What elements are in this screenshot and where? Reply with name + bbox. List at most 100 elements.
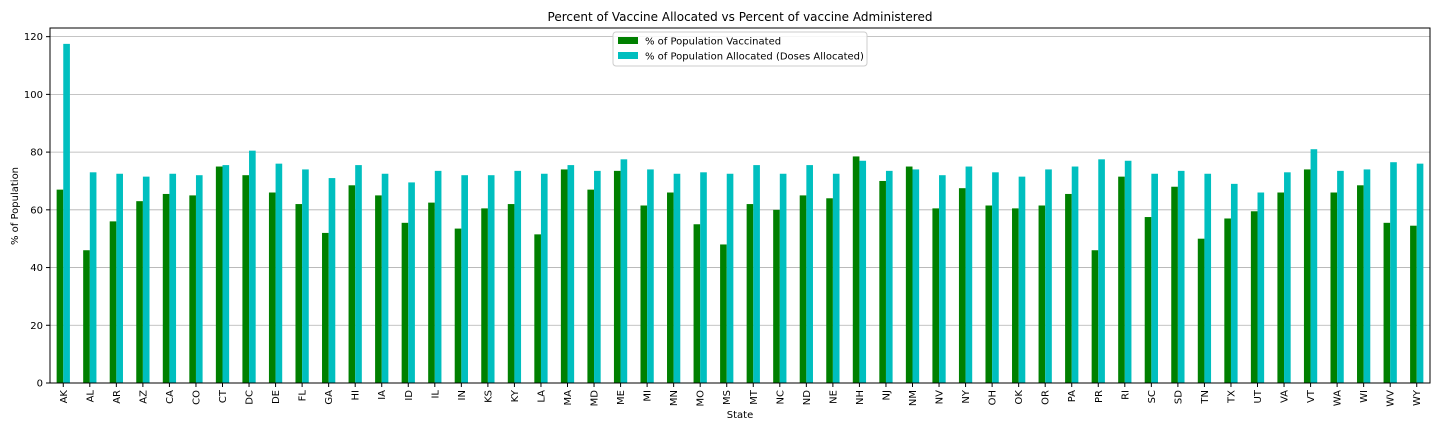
bar-vaccinated-ma — [560, 169, 568, 383]
x-tick-label: MI — [643, 390, 654, 402]
bar-vaccinated-mt — [746, 204, 754, 383]
bar-allocated-ak — [63, 43, 70, 383]
x-tick-label: CT — [218, 389, 229, 403]
x-tick-label: NC — [775, 390, 786, 404]
x-tick-label: AL — [85, 390, 96, 403]
bar-vaccinated-ny — [958, 188, 966, 383]
x-tick-label: WA — [1333, 390, 1344, 406]
chart-title: Percent of Vaccine Allocated vs Percent … — [548, 10, 933, 24]
bar-vaccinated-va — [1277, 192, 1285, 383]
bar-vaccinated-il — [428, 202, 435, 383]
bar-allocated-il — [434, 170, 442, 383]
bar-allocated-ok — [1018, 176, 1026, 383]
bar-vaccinated-dc — [242, 175, 250, 383]
bar-allocated-ri — [1124, 160, 1132, 383]
x-tick-label: IL — [430, 390, 441, 399]
bar-vaccinated-sc — [1144, 217, 1152, 383]
bar-allocated-nv — [939, 175, 946, 383]
bar-vaccinated-nv — [932, 208, 940, 383]
bar-vaccinated-ak — [56, 189, 64, 383]
bar-allocated-ms — [726, 173, 734, 383]
bar-allocated-va — [1284, 172, 1291, 383]
bar-allocated-mi — [647, 169, 654, 383]
bar-vaccinated-me — [613, 170, 621, 383]
bar-vaccinated-mo — [693, 224, 701, 383]
x-tick-label: NJ — [881, 390, 892, 400]
x-tick-label: MT — [749, 389, 760, 405]
x-tick-label: PA — [1067, 390, 1078, 402]
x-tick-label: MN — [669, 390, 680, 406]
bar-vaccinated-fl — [295, 204, 303, 383]
bar-allocated-ks — [487, 175, 495, 383]
bar-allocated-mo — [700, 172, 707, 383]
x-tick-label: MO — [696, 390, 707, 407]
bar-allocated-sc — [1151, 173, 1158, 383]
bar-allocated-nm — [912, 169, 920, 383]
x-tick-label: SC — [1147, 390, 1158, 403]
legend-box — [612, 31, 868, 67]
x-tick-label: NM — [908, 390, 919, 406]
y-tick-label: 0 — [37, 379, 43, 390]
y-tick-label: 60 — [30, 205, 43, 216]
bar-allocated-or — [1045, 169, 1052, 383]
bar-allocated-vt — [1310, 149, 1318, 383]
bar-allocated-in — [461, 175, 468, 383]
y-axis: 0 20 40 60 80 100 120 — [24, 32, 50, 390]
x-tick-label: UT — [1253, 389, 1264, 403]
bar-allocated-ne — [832, 173, 840, 383]
bar-vaccinated-la — [534, 234, 541, 383]
x-tick-label: KY — [510, 389, 521, 402]
bar-vaccinated-ne — [826, 198, 833, 383]
x-tick-label: PR — [1094, 390, 1105, 403]
bar-allocated-nh — [859, 160, 867, 383]
bar-allocated-wa — [1337, 170, 1344, 383]
bar-vaccinated-in — [454, 228, 462, 383]
x-tick-label: DE — [271, 390, 282, 404]
bars — [56, 43, 1424, 383]
legend-swatch — [618, 37, 638, 44]
bar-vaccinated-pa — [1065, 193, 1072, 383]
x-tick-label: WV — [1386, 390, 1397, 407]
x-tick-label: OH — [988, 390, 999, 405]
bar-vaccinated-tn — [1197, 238, 1205, 383]
x-tick-label: TX — [1226, 390, 1237, 404]
bar-allocated-az — [142, 176, 150, 383]
x-tick-label: WI — [1359, 390, 1370, 403]
x-tick-label: RI — [1120, 390, 1131, 400]
bar-allocated-me — [620, 159, 628, 383]
bar-allocated-la — [540, 173, 548, 383]
x-axis: AK AL AR AZ CA CO CT DC DE FL GA HI IA ID IL IN KS KY LA MA… — [59, 383, 1423, 407]
bar-vaccinated-oh — [985, 205, 993, 383]
bar-allocated-ma — [567, 165, 575, 383]
x-tick-label: SD — [1173, 390, 1184, 404]
bar-allocated-ca — [169, 173, 177, 383]
x-tick-label: MS — [722, 390, 733, 405]
x-tick-label: GA — [324, 390, 335, 405]
x-tick-label: AZ — [138, 390, 149, 404]
x-tick-label: HI — [351, 390, 362, 400]
y-tick-label: 80 — [30, 148, 43, 159]
x-tick-label: MD — [590, 390, 601, 407]
bar-vaccinated-de — [268, 192, 276, 383]
bar-allocated-al — [89, 172, 97, 383]
y-tick-label: 120 — [24, 32, 43, 43]
bar-vaccinated-ok — [1012, 208, 1019, 383]
x-tick-label: NE — [828, 390, 839, 404]
bar-allocated-wi — [1363, 169, 1371, 383]
bar-allocated-md — [594, 170, 601, 383]
bar-allocated-pa — [1071, 166, 1079, 383]
bar-vaccinated-ms — [720, 244, 727, 383]
bar-allocated-nc — [779, 173, 787, 383]
x-tick-label: CA — [165, 390, 176, 404]
x-tick-label: ME — [616, 390, 627, 405]
bar-allocated-co — [195, 175, 203, 383]
bar-allocated-ny — [965, 166, 973, 383]
x-tick-label: VA — [1280, 390, 1291, 403]
bar-vaccinated-or — [1038, 205, 1046, 383]
x-tick-label: MA — [563, 390, 574, 406]
bar-vaccinated-wa — [1330, 192, 1338, 383]
bar-allocated-mt — [753, 165, 760, 383]
bar-allocated-nd — [806, 165, 813, 383]
